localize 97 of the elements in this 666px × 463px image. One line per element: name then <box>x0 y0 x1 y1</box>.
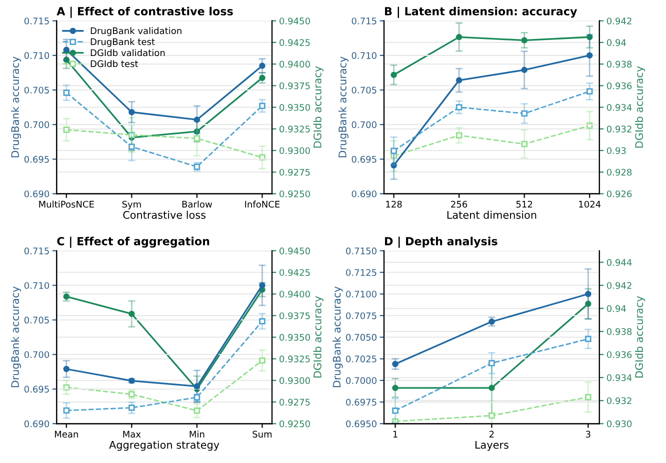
y-tick-label: 0.695 <box>24 386 49 393</box>
y-tick-label: 0.710 <box>24 52 50 59</box>
y-tick-label: 0.7075 <box>346 312 376 320</box>
y2-tick-label: 0.9450 <box>280 18 310 24</box>
x-tick-label: Sym <box>122 200 141 210</box>
y2-tick-label: 0.93 <box>606 147 626 154</box>
y2-tick-label: 0.938 <box>606 60 632 68</box>
y2-tick-label: 0.928 <box>606 168 632 176</box>
y2-tick-label: 0.9375 <box>280 82 310 90</box>
y2-tick-label: 0.9300 <box>280 147 310 154</box>
y-tick-label: 0.695 <box>24 156 49 163</box>
y-tick-label: 0.715 <box>24 247 49 254</box>
y2-tick-label: 0.9400 <box>280 60 310 68</box>
y2-tick-label: 0.932 <box>606 126 632 132</box>
y-tick-label: 0.710 <box>24 282 50 289</box>
y2-axis-title: DGIdb accuracy <box>634 296 646 378</box>
y2-tick-label: 0.9450 <box>280 247 310 254</box>
y2-axis-title: DGIdb accuracy <box>313 296 324 378</box>
legend-label: DrugBank test <box>90 38 155 47</box>
y2-tick-label: 0.9325 <box>280 126 310 132</box>
y-axis-title: DrugBank accuracy <box>10 286 22 388</box>
y2-tick-label: 0.9275 <box>280 168 310 176</box>
y2-tick-label: 0.94 <box>606 305 626 312</box>
y-axis-title: DrugBank accuracy <box>332 286 343 388</box>
y-tick-label: 0.690 <box>24 190 50 198</box>
legend-label: DGIdb test <box>90 60 138 68</box>
x-axis-title: Aggregation strategy <box>109 440 220 451</box>
x-tick-label: 256 <box>451 200 468 208</box>
x-axis-title: Layers <box>475 441 508 451</box>
y-tick-label: 0.6975 <box>346 398 376 406</box>
y2-tick-label: 0.9400 <box>280 290 310 298</box>
x-tick-label: 512 <box>516 200 532 208</box>
legend-label: DrugBank validation <box>90 27 182 36</box>
chart-title: A | Effect of contrastive loss <box>56 6 233 18</box>
y2-tick-label: 0.934 <box>606 104 632 111</box>
y2-tick-label: 0.932 <box>606 397 632 404</box>
y-tick-label: 0.7100 <box>346 290 376 298</box>
y-tick-label: 0.695 <box>352 156 376 163</box>
y-tick-label: 0.710 <box>352 52 376 59</box>
y2-tick-label: 0.942 <box>606 18 632 24</box>
y-tick-label: 0.705 <box>352 86 376 94</box>
y2-tick-label: 0.9250 <box>280 190 310 198</box>
y2-tick-label: 0.9350 <box>280 104 310 111</box>
x-tick-label: 1 <box>393 430 398 438</box>
chart-title: B | Latent dimension: accuracy <box>385 6 578 18</box>
y2-tick-label: 0.9425 <box>280 269 310 276</box>
y2-axis-title: DGIdb accuracy <box>313 66 324 148</box>
y-tick-label: 0.6950 <box>346 420 376 428</box>
y-tick-label: 0.705 <box>24 86 49 94</box>
x-tick-label: 128 <box>386 200 402 208</box>
y2-tick-label: 0.944 <box>606 259 632 266</box>
y2-tick-label: 0.942 <box>606 282 632 289</box>
x-axis-title: Contrastive loss <box>123 210 206 219</box>
y2-tick-label: 0.9325 <box>280 356 310 362</box>
y-tick-label: 0.705 <box>24 316 49 324</box>
x-tick-label: Max <box>123 430 141 438</box>
y-tick-label: 0.690 <box>24 420 50 428</box>
y2-axis-title: DGIdb accuracy <box>634 66 646 148</box>
x-tick-label: MultiPosNCE <box>39 200 94 208</box>
x-tick-label: 3 <box>586 430 590 438</box>
y-tick-label: 0.715 <box>352 18 376 24</box>
x-tick-label: Sum <box>252 430 272 438</box>
y2-tick-label: 0.9375 <box>280 312 310 320</box>
y-tick-label: 0.700 <box>24 351 50 358</box>
x-tick-label: 1024 <box>579 200 601 208</box>
y2-tick-label: 0.926 <box>606 190 632 198</box>
y2-tick-label: 0.936 <box>606 82 632 90</box>
chart-title: D | Depth analysis <box>385 236 498 248</box>
x-tick-label: Min <box>190 430 204 438</box>
y2-tick-label: 0.9275 <box>280 398 310 406</box>
chart-title: C | Effect of aggregation <box>57 236 210 248</box>
y-tick-label: 0.7150 <box>346 247 376 254</box>
y2-tick-label: 0.934 <box>606 374 632 382</box>
y-tick-label: 0.715 <box>24 18 49 24</box>
legend-label: DGIdb validation <box>90 49 165 56</box>
y-tick-label: 0.700 <box>352 121 376 128</box>
y-tick-label: 0.7125 <box>346 269 376 276</box>
y2-tick-label: 0.9250 <box>280 420 310 428</box>
x-tick-label: Mean <box>54 430 78 438</box>
y-tick-label: 0.7050 <box>346 334 376 341</box>
y-tick-label: 0.7000 <box>346 377 376 384</box>
y2-tick-label: 0.936 <box>606 351 632 358</box>
y2-tick-label: 0.930 <box>606 420 632 428</box>
x-tick-label: Barlow <box>182 200 212 208</box>
y-tick-label: 0.690 <box>352 190 376 198</box>
y2-tick-label: 0.94 <box>606 39 626 46</box>
y-tick-label: 0.700 <box>24 121 50 128</box>
y2-tick-label: 0.938 <box>606 328 632 335</box>
y-axis-title: DrugBank accuracy <box>10 56 22 158</box>
x-axis-title: Latent dimension <box>447 210 536 219</box>
y2-tick-label: 0.9350 <box>280 334 310 341</box>
y2-tick-label: 0.9425 <box>280 39 310 46</box>
y-axis-title: DrugBank accuracy <box>338 56 348 158</box>
x-tick-label: 2 <box>489 430 494 438</box>
x-tick-label: InfoNCE <box>245 200 280 208</box>
y2-tick-label: 0.9300 <box>280 377 310 384</box>
y-tick-label: 0.7025 <box>346 356 376 362</box>
